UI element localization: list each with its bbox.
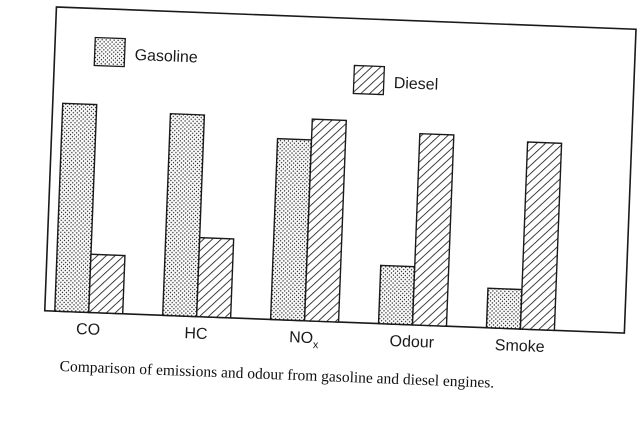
bar-diesel-hc <box>195 236 235 319</box>
legend-swatch-gasoline <box>93 36 126 68</box>
bar-gasoline-smoke <box>485 287 523 330</box>
bar-diesel-no <box>303 118 348 323</box>
bar-gasoline-co <box>54 102 98 314</box>
bar-gasoline-hc <box>161 112 206 318</box>
legend-swatch-diesel <box>352 64 386 96</box>
legend-label-diesel: Diesel <box>393 75 438 94</box>
category-label-hc: HC <box>184 325 208 343</box>
bar-gasoline-odour <box>377 264 416 326</box>
category-label-no: NOx <box>289 329 320 351</box>
category-label-smoke: Smoke <box>495 337 546 356</box>
bar-diesel-odour <box>411 132 455 327</box>
category-label-odour: Odour <box>389 333 435 352</box>
category-label-co: CO <box>76 321 101 339</box>
legend-label-gasoline: Gasoline <box>134 47 198 66</box>
bar-diesel-co <box>88 253 126 315</box>
bar-diesel-smoke <box>519 141 563 332</box>
